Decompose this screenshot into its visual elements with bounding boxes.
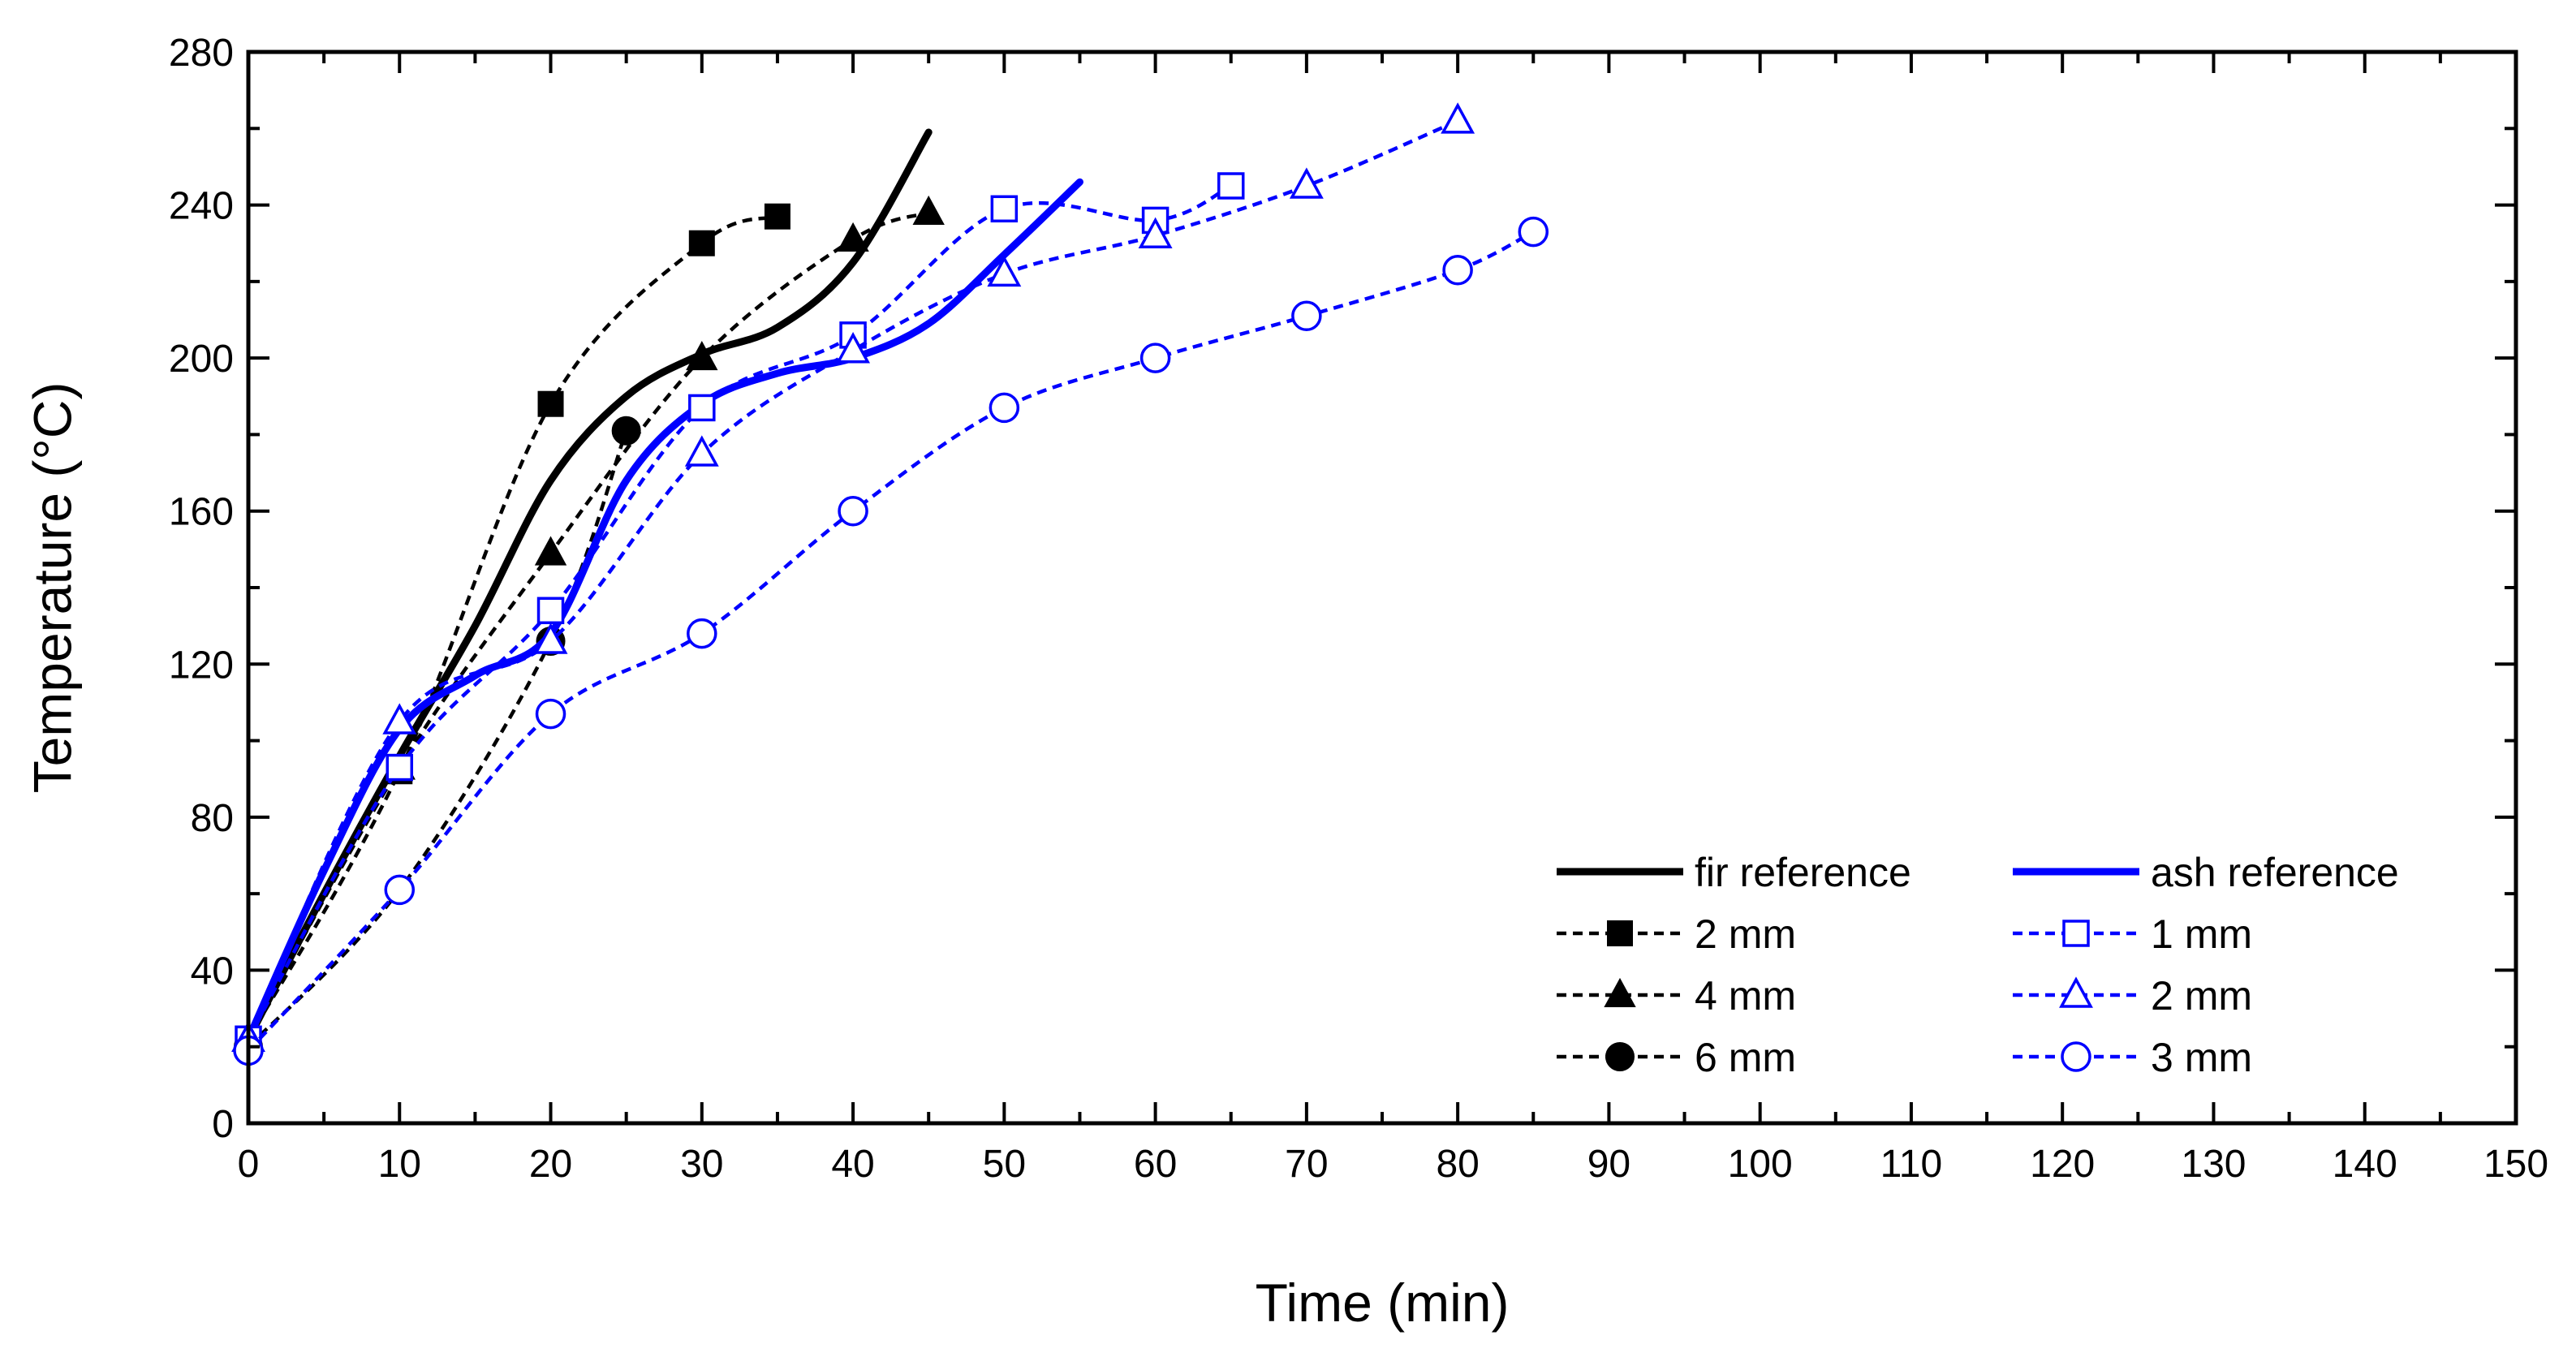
y-tick-label: 40	[191, 950, 234, 993]
legend-marker	[2059, 976, 2093, 1008]
legend-item-fir-reference: fir reference	[1557, 850, 1911, 895]
data-point-4-mm	[534, 536, 567, 566]
data-point-2-mm	[537, 390, 564, 417]
legend-item-1-mm: 1 mm	[2013, 911, 2252, 957]
x-tick-label: 140	[2333, 1143, 2397, 1186]
y-tick-label: 280	[169, 32, 234, 75]
legend-marker	[1605, 1042, 1635, 1071]
y-tick-label: 120	[169, 644, 234, 687]
x-tick-label: 120	[2030, 1143, 2095, 1186]
legend-label: 4 mm	[1695, 973, 1796, 1019]
legend-item-3-mm: 3 mm	[2013, 1035, 2252, 1080]
series-line-6-mm	[247, 429, 628, 1049]
series-2-mm-6	[231, 102, 1475, 1053]
legend-marker	[1607, 920, 1633, 946]
data-point-2-mm	[1138, 217, 1173, 249]
data-point-3-mm	[1291, 300, 1322, 332]
y-tick-label: 80	[191, 797, 234, 840]
data-point-1-mm	[536, 597, 565, 625]
x-axis-title: Time (min)	[1256, 1273, 1510, 1333]
x-tick-label: 10	[378, 1143, 421, 1186]
x-tick-label: 100	[1728, 1143, 1793, 1186]
data-point-1-mm	[688, 394, 716, 422]
data-point-3-mm	[535, 698, 566, 730]
data-point-6-mm	[611, 416, 641, 446]
data-point-3-mm	[1442, 254, 1473, 286]
legend-label: 2 mm	[2151, 973, 2252, 1019]
x-tick-label: 60	[1134, 1143, 1177, 1186]
y-axis-title: Temperature (°C)	[22, 382, 82, 794]
x-tick-label: 70	[1285, 1143, 1328, 1186]
data-point-3-mm	[687, 618, 717, 649]
legend: fir reference 2 mm 4 mm 6 mm ash reference 1 …	[1557, 850, 2399, 1080]
data-point-1-mm	[990, 195, 1019, 223]
x-tick-label: 40	[831, 1143, 874, 1186]
data-point-3-mm	[838, 495, 868, 527]
data-point-3-mm	[384, 874, 416, 906]
data-point-1-mm	[1217, 172, 1245, 200]
x-tick-label: 20	[529, 1143, 572, 1186]
legend-item-2-mm: 2 mm	[1557, 911, 1796, 957]
data-point-2-mm	[1441, 102, 1475, 134]
legend-label: 3 mm	[2151, 1035, 2252, 1080]
axis-ticks: 0 10 20 30 40 50 60 70 80 90 100 110 120 130 140 150 0 40…	[169, 32, 2548, 1186]
x-tick-label: 150	[2483, 1143, 2548, 1186]
legend-marker	[1604, 977, 1636, 1007]
x-tick-label: 30	[680, 1143, 723, 1186]
x-tick-label: 130	[2181, 1143, 2246, 1186]
legend-label: 1 mm	[2151, 911, 2252, 957]
legend-item-2-mm: 2 mm	[2013, 973, 2252, 1019]
x-tick-label: 0	[238, 1143, 260, 1186]
series-3-mm-7	[233, 216, 1549, 1066]
x-tick-label: 110	[1880, 1143, 1943, 1186]
data-point-2-mm	[382, 703, 417, 735]
data-point-3-mm	[1518, 216, 1549, 248]
y-tick-label: 0	[212, 1103, 234, 1146]
data-point-2-mm	[764, 203, 790, 230]
series-ash-reference-4	[244, 178, 1083, 1043]
legend-label: fir reference	[1695, 850, 1911, 895]
series-line-ash-reference	[244, 178, 1083, 1043]
legend-marker	[2061, 1041, 2091, 1072]
x-tick-label: 50	[983, 1143, 1026, 1186]
series-1-mm-5	[235, 172, 1245, 1053]
data-point-2-mm	[684, 435, 719, 467]
x-tick-label: 80	[1436, 1143, 1479, 1186]
data-point-1-mm	[386, 753, 414, 782]
x-tick-label: 90	[1587, 1143, 1630, 1186]
data-point-3-mm	[989, 392, 1020, 424]
y-tick-label: 240	[169, 185, 234, 228]
data-point-4-mm	[912, 195, 945, 225]
legend-item-6-mm: 6 mm	[1557, 1035, 1796, 1080]
data-point-2-mm	[987, 255, 1022, 287]
series-group	[231, 102, 1549, 1066]
data-point-2-mm	[1289, 167, 1324, 199]
legend-label: 2 mm	[1695, 911, 1796, 957]
data-point-2-mm	[836, 332, 871, 364]
legend-label: 6 mm	[1695, 1035, 1796, 1080]
data-point-2-mm	[533, 622, 568, 654]
legend-item-4-mm: 4 mm	[1557, 973, 1796, 1019]
data-point-4-mm	[686, 341, 718, 371]
y-tick-label: 200	[169, 338, 234, 381]
legend-marker	[2062, 920, 2090, 947]
legend-label: ash reference	[2151, 850, 2399, 895]
data-point-3-mm	[1139, 342, 1171, 373]
series-line-3-mm	[247, 230, 1535, 1052]
legend-item-ash-reference: ash reference	[2013, 850, 2399, 895]
y-tick-label: 160	[169, 491, 234, 534]
data-point-2-mm	[688, 230, 715, 256]
data-point-4-mm	[837, 222, 869, 252]
